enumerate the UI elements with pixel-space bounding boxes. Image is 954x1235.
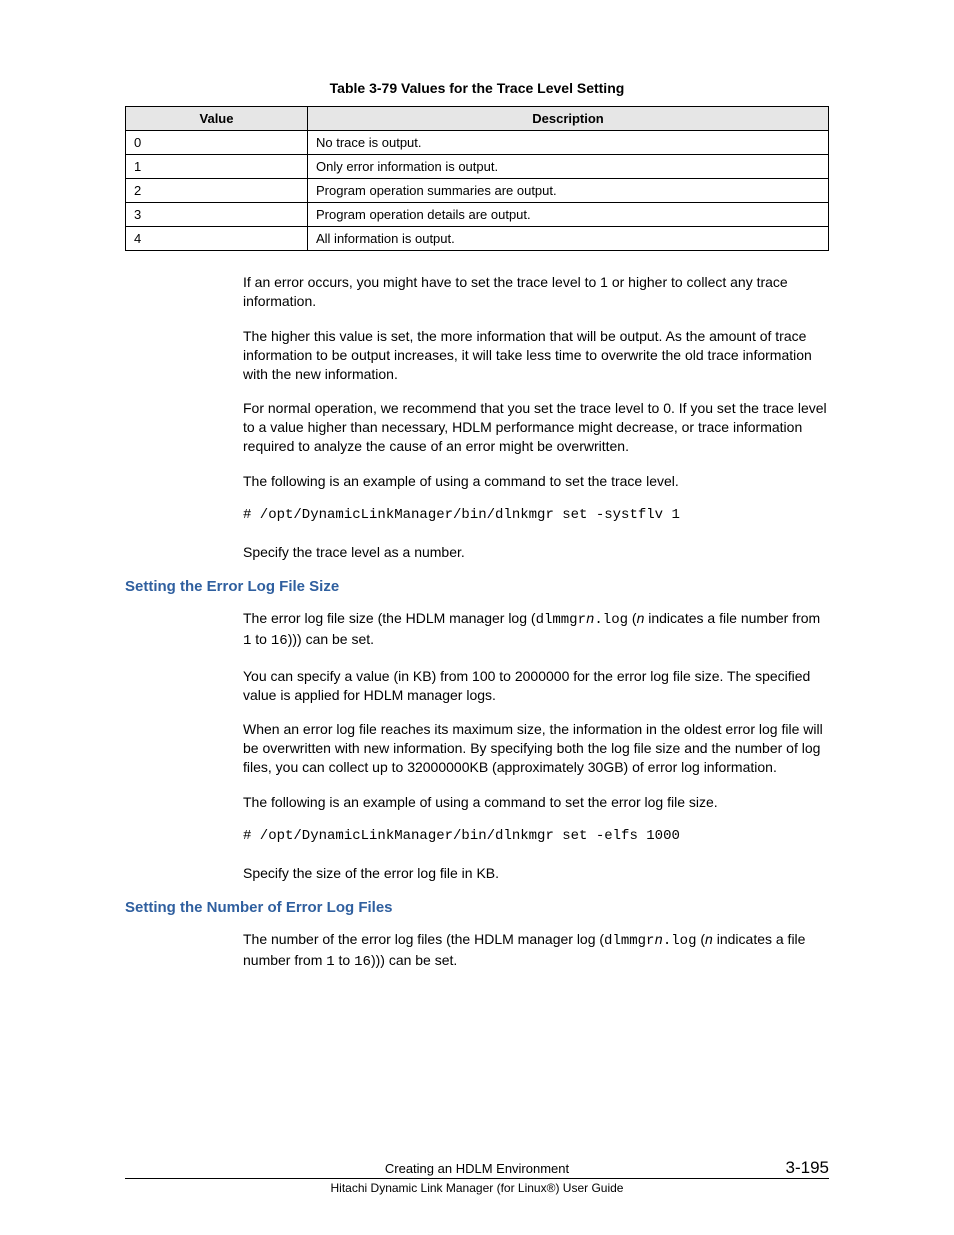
paragraph: For normal operation, we recommend that … xyxy=(243,399,829,456)
body-block-2: The error log file size (the HDLM manage… xyxy=(243,609,829,883)
paragraph: The following is an example of using a c… xyxy=(243,793,829,812)
text-run: to xyxy=(335,952,354,968)
paragraph: Specify the size of the error log file i… xyxy=(243,864,829,883)
text-run: The error log file size (the HDLM manage… xyxy=(243,610,536,626)
paragraph: The higher this value is set, the more i… xyxy=(243,327,829,384)
text-run: ( xyxy=(696,931,705,947)
table-cell-description: All information is output. xyxy=(308,227,829,251)
body-block-1: If an error occurs, you might have to se… xyxy=(243,273,829,562)
command-example: # /opt/DynamicLinkManager/bin/dlnkmgr se… xyxy=(243,828,829,844)
trace-level-table: Value Description 0 No trace is output. … xyxy=(125,106,829,251)
command-example: # /opt/DynamicLinkManager/bin/dlnkmgr se… xyxy=(243,507,829,523)
page-footer: Creating an HDLM Environment 3-195 Hitac… xyxy=(125,1158,829,1195)
code-text: 1 xyxy=(326,954,334,970)
code-text: .log xyxy=(663,933,697,949)
code-text: 16 xyxy=(271,633,288,649)
table-cell-description: Program operation details are output. xyxy=(308,203,829,227)
table-row: 4 All information is output. xyxy=(126,227,829,251)
table-row: 2 Program operation summaries are output… xyxy=(126,179,829,203)
text-run: indicates a file number from xyxy=(644,610,820,626)
text-run: ))) can be set. xyxy=(371,952,457,968)
paragraph: If an error occurs, you might have to se… xyxy=(243,273,829,311)
table-cell-value: 4 xyxy=(126,227,308,251)
paragraph: The error log file size (the HDLM manage… xyxy=(243,609,829,651)
table-cell-value: 0 xyxy=(126,131,308,155)
table-cell-value: 1 xyxy=(126,155,308,179)
section-heading-log-count: Setting the Number of Error Log Files xyxy=(125,899,829,916)
table-cell-value: 3 xyxy=(126,203,308,227)
paragraph: When an error log file reaches its maxim… xyxy=(243,720,829,777)
code-text: 16 xyxy=(354,954,371,970)
paragraph: The following is an example of using a c… xyxy=(243,472,829,491)
text-run: The number of the error log files (the H… xyxy=(243,931,604,947)
table-row: 3 Program operation details are output. xyxy=(126,203,829,227)
table-cell-value: 2 xyxy=(126,179,308,203)
table-row: 1 Only error information is output. xyxy=(126,155,829,179)
paragraph: You can specify a value (in KB) from 100… xyxy=(243,667,829,705)
table-header-value: Value xyxy=(126,107,308,131)
text-run: to xyxy=(251,631,270,647)
code-var: n xyxy=(654,933,662,949)
table-row: 0 No trace is output. xyxy=(126,131,829,155)
text-run: ( xyxy=(628,610,637,626)
table-cell-description: Only error information is output. xyxy=(308,155,829,179)
footer-chapter: Creating an HDLM Environment xyxy=(205,1161,749,1178)
table-cell-description: No trace is output. xyxy=(308,131,829,155)
footer-top-row: Creating an HDLM Environment 3-195 xyxy=(125,1158,829,1179)
table-cell-description: Program operation summaries are output. xyxy=(308,179,829,203)
code-text: dlmmgr xyxy=(604,933,654,949)
code-text: dlmmgr xyxy=(536,612,586,628)
footer-page-number: 3-195 xyxy=(749,1158,829,1178)
table-header-description: Description xyxy=(308,107,829,131)
code-text: .log xyxy=(594,612,628,628)
page-container: Table 3-79 Values for the Trace Level Se… xyxy=(0,0,954,1235)
text-run: ))) can be set. xyxy=(288,631,374,647)
footer-book-title: Hitachi Dynamic Link Manager (for Linux®… xyxy=(125,1181,829,1195)
var-text: n xyxy=(705,931,713,947)
body-block-3: The number of the error log files (the H… xyxy=(243,930,829,972)
table-caption: Table 3-79 Values for the Trace Level Se… xyxy=(125,80,829,96)
section-heading-log-size: Setting the Error Log File Size xyxy=(125,578,829,595)
paragraph: The number of the error log files (the H… xyxy=(243,930,829,972)
paragraph: Specify the trace level as a number. xyxy=(243,543,829,562)
